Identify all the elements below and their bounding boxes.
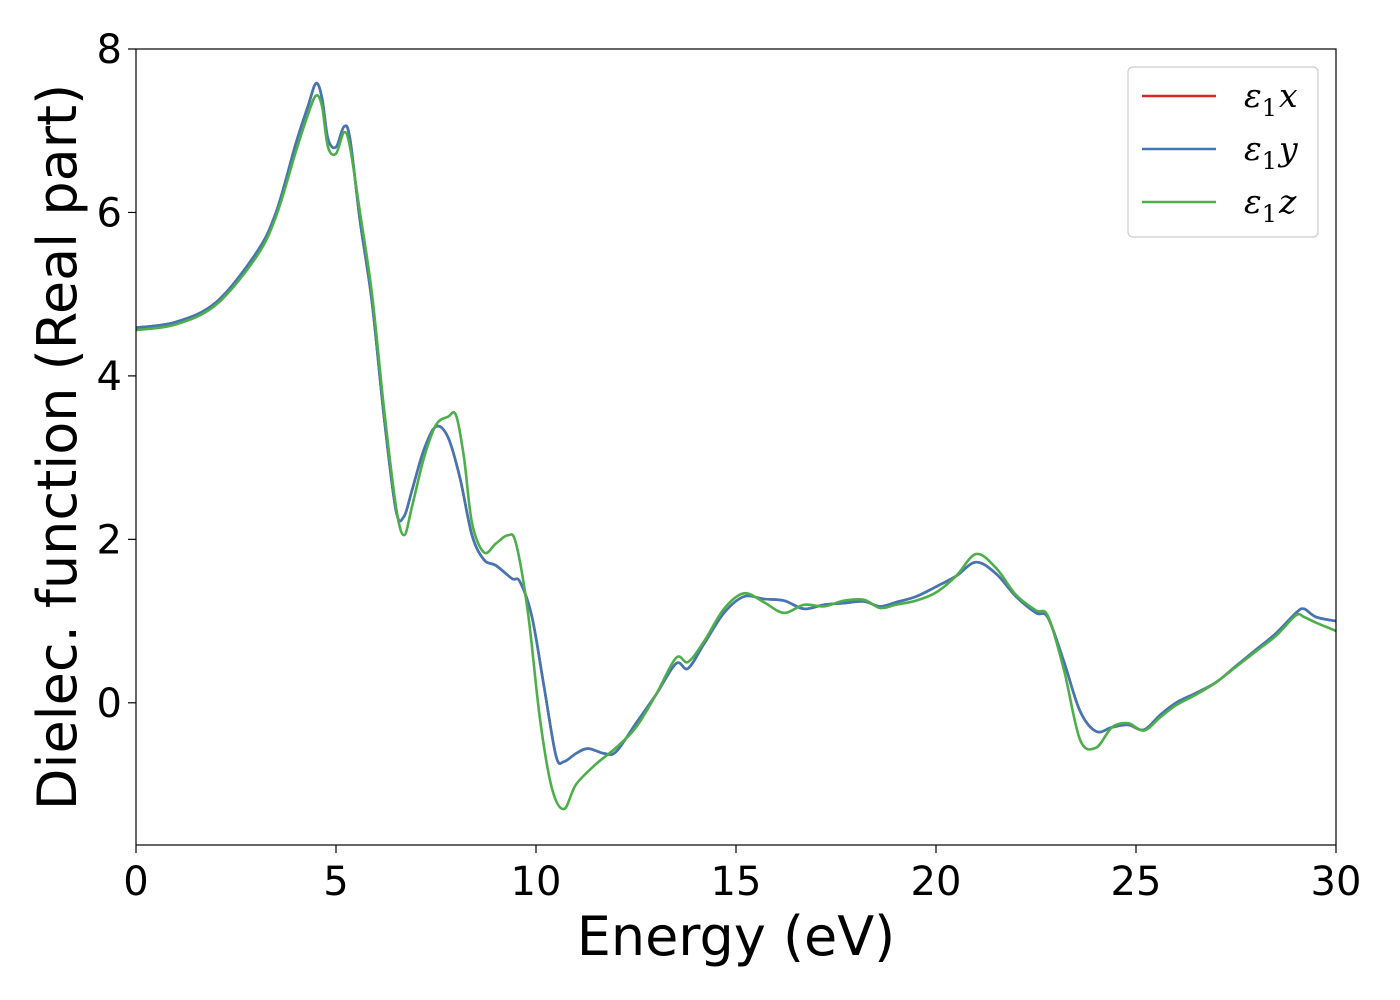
series-layer xyxy=(136,81,1336,811)
x-tick-label: 25 xyxy=(1111,859,1162,905)
legend: ε1x ε1y ε1z xyxy=(1127,66,1319,238)
y-tick-label: 0 xyxy=(97,681,122,727)
y-axis-title: Dielec. function (Real part) xyxy=(26,84,89,810)
x-tick-label: 0 xyxy=(123,859,148,905)
x-tick-label: 20 xyxy=(911,859,962,905)
x-axis-ticks: 0 5 10 15 20 25 30 xyxy=(123,845,1361,905)
y-tick-label: 8 xyxy=(97,27,122,73)
plot-area xyxy=(135,48,1337,846)
y-tick-label: 4 xyxy=(97,354,122,400)
legend-label-z: ε1z xyxy=(1244,182,1297,228)
legend-label-x: ε1x xyxy=(1244,76,1298,122)
x-tick-label: 30 xyxy=(1311,859,1362,905)
y-tick-label: 2 xyxy=(97,517,122,563)
x-axis-title: Energy (eV) xyxy=(577,905,896,968)
x-tick-label: 15 xyxy=(711,859,762,905)
legend-box xyxy=(1127,66,1319,238)
series-line-z xyxy=(136,94,1336,811)
y-tick-label: 6 xyxy=(97,190,122,236)
x-tick-label: 5 xyxy=(323,859,348,905)
x-tick-label: 10 xyxy=(511,859,562,905)
y-axis-ticks: 0 2 4 6 8 xyxy=(97,27,136,727)
legend-label-y: ε1y xyxy=(1244,129,1298,175)
